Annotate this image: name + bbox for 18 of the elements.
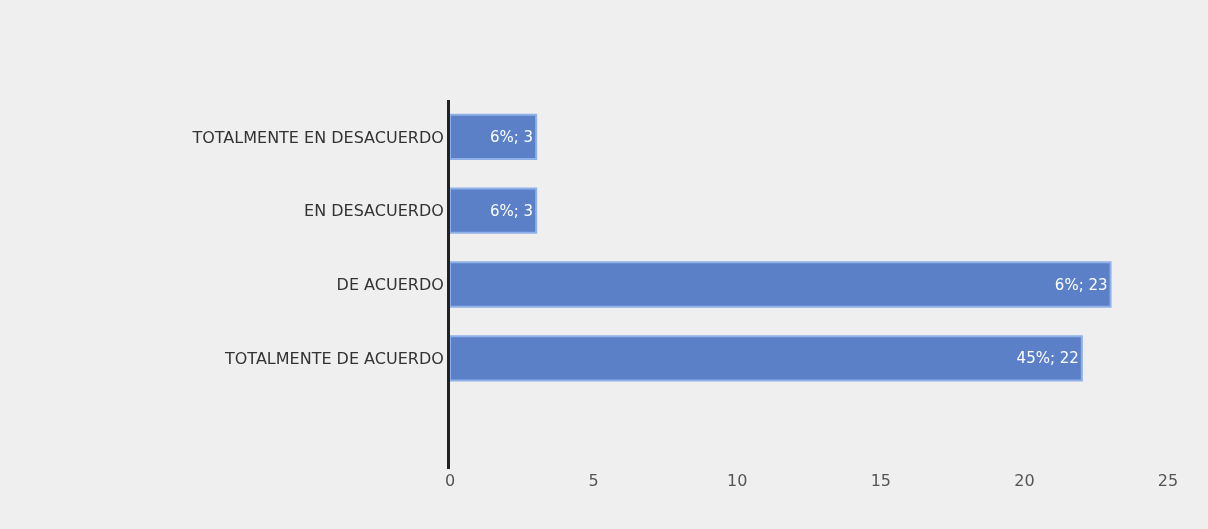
data-label: 6%; 3 [489,127,534,146]
y-tick-label: TOTALMENTE EN DESACUERDO [191,127,444,147]
data-label: 6%; 3 [489,201,534,220]
bar [450,113,538,161]
bar [450,261,1112,308]
x-tick-label: 5 [588,471,599,490]
data-label: 6%; 23 [1054,275,1108,294]
bar [450,187,538,234]
y-tick-label: DE ACUERDO [336,275,444,295]
y-tick-label: EN DESACUERDO [304,201,444,221]
x-tick-label: 25 [1157,471,1179,490]
x-tick-label: 0 [444,471,456,490]
x-tick-label: 10 [727,471,748,490]
data-label: 45%; 22 [1016,349,1079,368]
y-tick-label: TOTALMENTE DE ACUERDO [223,348,444,368]
x-tick-label: 15 [870,471,891,490]
bar [450,335,1083,382]
x-tick-label: 20 [1014,471,1035,490]
